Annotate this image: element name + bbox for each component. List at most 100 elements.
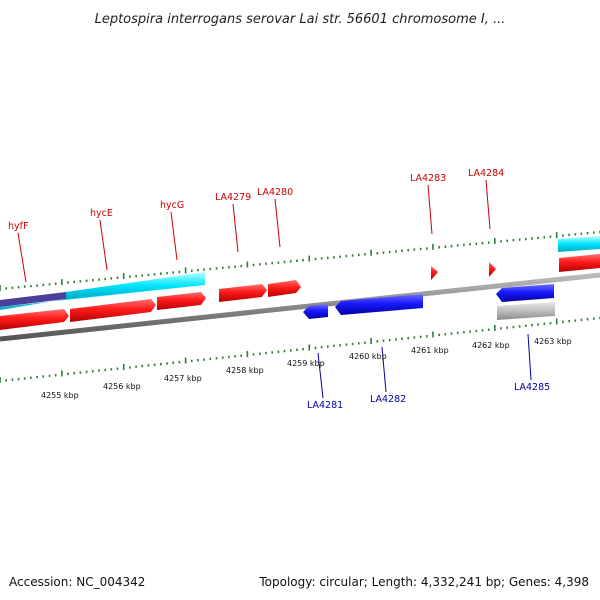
- minor-tick: [5, 379, 7, 382]
- gene-arrow-LA4279[interactable]: [219, 284, 267, 302]
- minor-tick: [135, 274, 137, 278]
- gene-label[interactable]: hyfF: [8, 221, 28, 232]
- map-title: Leptospira interrogans serovar Lai str. …: [95, 12, 506, 27]
- accession-text: Accession: NC_004342: [9, 575, 145, 589]
- minor-tick: [11, 378, 14, 381]
- minor-tick: [203, 358, 205, 361]
- minor-tick: [518, 325, 521, 328]
- major-tick: [555, 318, 558, 325]
- minor-tick: [506, 239, 508, 242]
- minor-tick: [265, 262, 267, 265]
- minor-tick: [11, 286, 14, 289]
- forward-gene-arrows: [0, 254, 600, 330]
- gene-label[interactable]: LA4284: [468, 168, 504, 179]
- gene-arrow-LA4282[interactable]: [335, 294, 423, 315]
- minor-tick: [215, 357, 218, 360]
- gene-label[interactable]: hycG: [160, 200, 184, 211]
- scale-labels: 4255 kbp 4256 kbp 4257 kbp 4258 kbp 4259…: [41, 337, 572, 400]
- minor-tick: [512, 239, 515, 242]
- minor-tick: [438, 246, 440, 249]
- minor-tick: [85, 370, 88, 374]
- minor-tick: [166, 362, 168, 365]
- minor-tick: [302, 259, 304, 262]
- minor-tick: [364, 253, 366, 256]
- major-tick: [432, 243, 434, 250]
- minor-tick: [506, 326, 508, 329]
- minor-tick: [314, 346, 317, 350]
- minor-tick: [419, 335, 422, 338]
- minor-tick: [327, 345, 329, 348]
- operon-bar-right: [558, 236, 600, 252]
- gene-leader-lines: [17, 179, 532, 399]
- minor-tick: [525, 324, 527, 327]
- minor-tick: [277, 350, 280, 353]
- minor-tick: [339, 344, 341, 347]
- major-tick: [246, 261, 249, 268]
- minor-tick: [160, 272, 162, 275]
- major-tick: [494, 238, 496, 244]
- minor-tick: [42, 375, 45, 378]
- minor-tick: [209, 267, 212, 271]
- minor-tick: [593, 231, 595, 234]
- gene-arrow-LA4285[interactable]: [496, 284, 554, 302]
- gene-label[interactable]: LA4279: [215, 192, 251, 203]
- minor-tick: [153, 363, 156, 366]
- gene-label[interactable]: LA4283: [410, 173, 446, 184]
- minor-tick: [79, 371, 82, 374]
- reverse-gene-arrows: [303, 284, 555, 320]
- minor-tick: [234, 355, 236, 358]
- gene-arrow-hycE[interactable]: [70, 299, 156, 322]
- minor-tick: [376, 252, 379, 255]
- minor-tick: [240, 264, 242, 268]
- gene-label[interactable]: LA4280: [257, 187, 293, 198]
- minor-tick: [67, 372, 69, 376]
- operon-bar-dark: [0, 292, 66, 307]
- major-tick: [370, 338, 372, 344]
- minor-tick: [500, 240, 502, 243]
- minor-tick: [289, 349, 292, 352]
- gene-arrow-LA4281[interactable]: [303, 304, 328, 319]
- major-tick: [61, 370, 63, 377]
- minor-tick: [147, 364, 150, 367]
- minor-tick: [351, 342, 354, 346]
- minor-tick: [407, 249, 409, 252]
- minor-tick: [221, 356, 224, 359]
- minor-tick: [568, 320, 570, 323]
- minor-tick: [475, 242, 478, 245]
- gene-arrow-LA4284[interactable]: [489, 262, 496, 277]
- minor-tick: [302, 348, 304, 351]
- gene-arrow-hyfF[interactable]: [0, 309, 69, 330]
- minor-tick: [147, 273, 150, 277]
- minor-tick: [259, 352, 261, 355]
- minor-tick: [98, 278, 100, 281]
- minor-tick: [36, 375, 38, 379]
- minor-tick: [92, 370, 94, 373]
- minor-tick: [221, 266, 224, 269]
- minor-tick: [172, 361, 174, 364]
- major-tick: [0, 285, 1, 291]
- minor-tick: [296, 348, 298, 351]
- minor-tick: [191, 359, 193, 363]
- minor-tick: [5, 287, 7, 290]
- minor-tick: [593, 317, 595, 320]
- gene-label[interactable]: hycE: [90, 208, 113, 219]
- minor-tick: [215, 267, 218, 270]
- minor-tick: [438, 333, 440, 337]
- gene-arrow-LA4280[interactable]: [268, 280, 301, 297]
- minor-tick: [228, 355, 230, 359]
- forward-gene-labels: hyfF hycE hycG LA4279 LA4280 LA4283 LA42…: [8, 168, 504, 232]
- minor-tick: [79, 280, 82, 283]
- minor-tick: [178, 361, 181, 364]
- gene-arrow-right-edge[interactable]: [559, 254, 600, 272]
- gene-label[interactable]: LA4282: [370, 394, 406, 405]
- minor-tick: [395, 338, 397, 341]
- gene-label[interactable]: LA4285: [514, 382, 550, 393]
- gene-label[interactable]: LA4281: [307, 400, 343, 411]
- scale-label: 4257 kbp: [164, 374, 202, 383]
- gene-arrow-LA4283[interactable]: [431, 266, 438, 280]
- forward-tick-scale: [0, 230, 600, 291]
- minor-tick: [388, 250, 391, 254]
- gene-arrow-hycG[interactable]: [157, 292, 206, 310]
- minor-tick: [178, 270, 181, 274]
- chromosome-backbone: [0, 272, 600, 342]
